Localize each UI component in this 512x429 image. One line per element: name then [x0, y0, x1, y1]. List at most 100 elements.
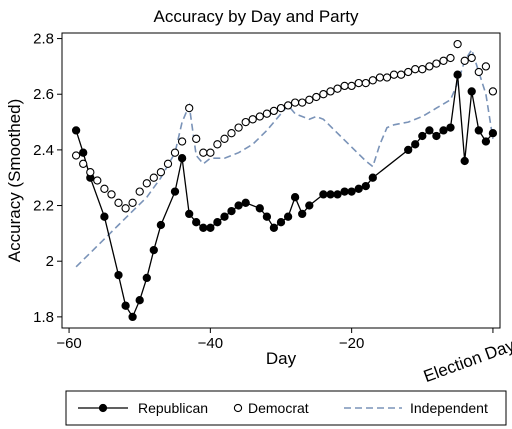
data-point-democrat [170, 148, 180, 157]
x-tick-label: −40 [198, 335, 223, 352]
data-point-republican [206, 223, 215, 232]
data-point-democrat [382, 73, 392, 82]
data-point-democrat [368, 76, 377, 85]
data-point-democrat [481, 62, 491, 71]
data-point-democrat [460, 56, 469, 65]
data-point-republican [446, 123, 455, 132]
data-point-democrat [93, 176, 102, 185]
data-point-republican [255, 204, 264, 213]
data-point-democrat [432, 59, 441, 68]
data-point-democrat [375, 73, 385, 82]
data-point-democrat [326, 87, 335, 96]
data-point-democrat [389, 70, 399, 79]
data-point-democrat [312, 92, 321, 102]
data-point-republican [488, 129, 498, 138]
y-axis: 1.8 2 2.2 2.4 2.6 2.8 [33, 31, 62, 326]
data-point-republican [213, 218, 222, 227]
data-point-democrat [396, 70, 406, 79]
plot-frame [61, 32, 501, 329]
data-point-democrat [262, 109, 272, 118]
data-point-democrat [418, 65, 427, 74]
legend-marker-republican [98, 403, 108, 413]
data-point-democrat [135, 187, 144, 196]
data-point-republican [220, 212, 229, 221]
legend-label-democrat: Democrat [248, 400, 309, 416]
series-independent [75, 47, 494, 268]
data-point-democrat [79, 159, 88, 168]
data-point-republican [234, 201, 243, 210]
data-point-republican [305, 201, 314, 210]
y-tick-label: 2 [46, 253, 54, 270]
data-point-democrat [411, 65, 420, 74]
data-point-democrat [107, 190, 116, 199]
data-point-democrat [121, 204, 130, 213]
data-point-republican [128, 312, 137, 322]
data-point-republican [460, 156, 469, 166]
data-point-democrat [128, 198, 137, 207]
x-axis-title: Day [266, 349, 297, 368]
y-tick-label: 2.6 [33, 86, 54, 103]
x-tick-label: −60 [56, 335, 81, 352]
data-point-republican [340, 187, 349, 196]
data-point-democrat [114, 198, 123, 207]
data-point-democrat [220, 134, 229, 143]
data-point-republican [149, 245, 158, 255]
data-point-democrat [241, 117, 250, 127]
data-point-republican [404, 145, 413, 155]
data-point-republican [185, 209, 194, 219]
election-day-annotation: Election Day [421, 335, 512, 386]
data-point-democrat [269, 106, 279, 116]
data-point-republican [453, 70, 462, 79]
data-point-republican [283, 212, 293, 221]
data-point-democrat [354, 78, 363, 88]
data-point-democrat [163, 159, 173, 168]
data-point-democrat [319, 90, 328, 99]
data-point-democrat [177, 137, 187, 146]
data-point-republican [474, 126, 483, 135]
series-line-independent [75, 47, 494, 268]
data-point-republican [432, 131, 441, 141]
data-point-republican [192, 218, 201, 227]
y-axis-title: Accuracy (Smoothed) [5, 99, 24, 262]
data-point-republican [326, 190, 335, 199]
legend-marker-democrat [233, 403, 243, 413]
data-point-democrat [213, 140, 222, 149]
data-point-republican [418, 131, 427, 141]
data-point-democrat [361, 78, 370, 88]
y-tick-label: 2.2 [33, 198, 54, 215]
data-point-democrat [439, 56, 448, 65]
data-point-democrat [340, 81, 349, 91]
data-point-democrat [453, 39, 462, 49]
data-point-republican [276, 218, 286, 227]
data-point-democrat [71, 151, 81, 160]
x-tick-label: −20 [339, 335, 364, 352]
data-point-republican [298, 209, 307, 219]
data-point-democrat [290, 98, 300, 107]
data-point-republican [262, 212, 272, 221]
data-point-democrat [227, 129, 236, 138]
data-point-republican [170, 187, 180, 196]
data-point-republican [467, 87, 476, 96]
data-point-democrat [234, 123, 243, 132]
data-point-republican [142, 273, 151, 283]
data-point-republican [481, 137, 491, 146]
data-point-republican [177, 154, 187, 163]
legend: Republican Democrat Independent [65, 390, 507, 426]
data-point-democrat [488, 87, 498, 96]
data-point-republican [156, 220, 166, 230]
data-point-democrat [206, 148, 215, 157]
series-democrat [71, 39, 498, 213]
y-tick-label: 2.4 [33, 142, 54, 159]
data-point-democrat [142, 179, 151, 188]
data-point-republican [425, 126, 434, 135]
data-point-democrat [305, 95, 314, 104]
data-point-republican [368, 173, 377, 182]
data-point-democrat [276, 103, 286, 113]
data-point-republican [333, 190, 342, 199]
data-point-democrat [156, 168, 166, 177]
data-point-democrat [404, 67, 413, 77]
data-point-democrat [446, 53, 455, 63]
data-point-republican [135, 296, 144, 305]
data-point-republican [361, 181, 370, 191]
data-point-democrat [467, 53, 476, 63]
